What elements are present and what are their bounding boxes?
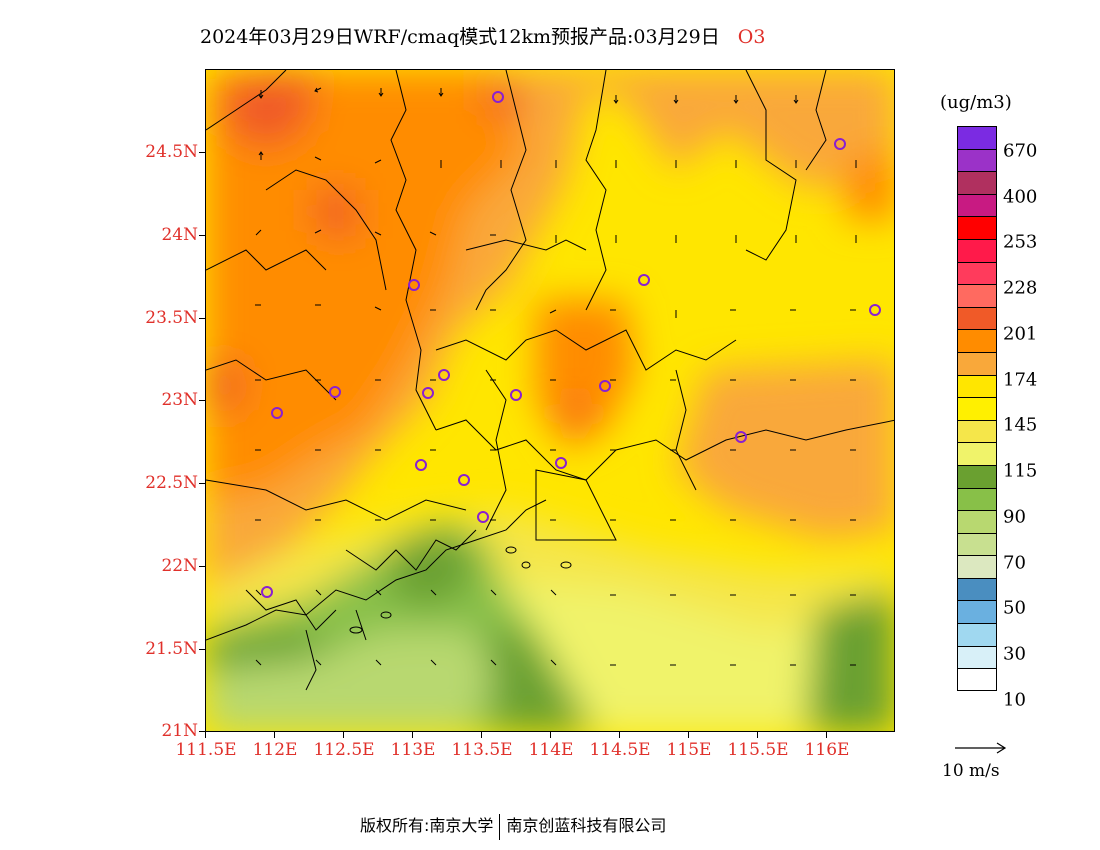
copyright-separator xyxy=(499,813,501,840)
legend-color-box xyxy=(957,216,997,239)
lat-tick xyxy=(199,649,205,650)
legend-label: 90 xyxy=(1003,506,1026,528)
lat-label: 21.5N xyxy=(145,639,198,659)
legend-color-box xyxy=(957,510,997,533)
lat-label: 23.5N xyxy=(145,308,198,328)
lat-tick xyxy=(199,152,205,153)
lon-tick xyxy=(757,732,758,738)
legend-label: 115 xyxy=(1003,460,1038,482)
lon-tick xyxy=(481,732,482,738)
lat-label: 22.5N xyxy=(145,473,198,493)
lon-tick xyxy=(205,732,206,738)
lon-tick xyxy=(412,732,413,738)
legend-label: 253 xyxy=(1003,231,1038,253)
lon-tick xyxy=(619,732,620,738)
copyright-left: 版权所有:南京大学 xyxy=(360,816,494,835)
legend-color-box xyxy=(957,668,997,691)
legend-color-box xyxy=(957,600,997,624)
reference-vector-label: 10 m/s xyxy=(942,761,1000,781)
lat-tick xyxy=(199,318,205,319)
legend-color-box xyxy=(957,351,997,375)
lon-label: 115E xyxy=(666,740,712,760)
legend-label: 30 xyxy=(1003,643,1026,665)
map-canvas xyxy=(206,70,894,731)
legend-color-box xyxy=(957,623,997,646)
legend-color-box xyxy=(957,306,997,330)
legend-color-box xyxy=(957,238,997,262)
lat-tick xyxy=(199,483,205,484)
ozone-concentration-map xyxy=(205,69,895,732)
lat-tick xyxy=(199,235,205,236)
lon-tick xyxy=(550,732,551,738)
lon-label: 113E xyxy=(390,740,436,760)
legend-color-box xyxy=(957,442,997,465)
lon-tick xyxy=(343,732,344,738)
legend-label: 228 xyxy=(1003,277,1038,299)
wind-vectors xyxy=(255,87,857,666)
legend-label: 201 xyxy=(1003,323,1038,345)
lat-tick xyxy=(199,566,205,567)
legend-color-box xyxy=(957,577,997,601)
legend-color-box xyxy=(957,148,997,172)
legend-color-box xyxy=(957,419,997,443)
lon-label: 112.5E xyxy=(313,740,375,760)
legend-color-box xyxy=(957,464,997,488)
legend-label: 10 xyxy=(1003,689,1026,711)
legend-color-box xyxy=(957,171,997,194)
legend-color-box xyxy=(957,397,997,420)
lat-label: 21N xyxy=(161,721,198,741)
legend-label: 145 xyxy=(1003,414,1038,436)
legend-label: 70 xyxy=(1003,552,1026,574)
lat-label: 24N xyxy=(161,225,198,245)
lon-label: 111.5E xyxy=(175,740,237,760)
copyright-footer: 版权所有:南京大学 南京创蓝科技有限公司 xyxy=(360,812,666,840)
legend-color-box xyxy=(957,261,997,285)
lon-label: 115.5E xyxy=(727,740,789,760)
lon-tick xyxy=(274,732,275,738)
legend-color-box xyxy=(957,645,997,669)
lon-label: 113.5E xyxy=(451,740,513,760)
legend-color-box xyxy=(957,555,997,578)
lat-tick xyxy=(199,731,205,732)
legend-color-box xyxy=(957,126,997,149)
coastline xyxy=(206,499,572,691)
lon-tick xyxy=(688,732,689,738)
legend-color-box xyxy=(957,487,997,511)
boundary-lines xyxy=(206,70,894,631)
lon-label: 112E xyxy=(252,740,298,760)
title-species: O3 xyxy=(737,26,766,48)
copyright-right: 南京创蓝科技有限公司 xyxy=(506,816,667,835)
legend-label: 400 xyxy=(1003,186,1038,208)
reference-vector-arrow xyxy=(955,742,1007,754)
lat-label: 23N xyxy=(161,390,198,410)
legend-label: 50 xyxy=(1003,597,1026,619)
lon-label: 114.5E xyxy=(589,740,651,760)
color-legend xyxy=(957,126,997,691)
chart-title: 2024年03月29日WRF/cmaq模式12km预报产品:03月29日 O3 xyxy=(200,22,890,49)
lat-label: 24.5N xyxy=(145,142,198,162)
monitoring-sites xyxy=(261,91,881,598)
lon-label: 114E xyxy=(528,740,574,760)
legend-color-box xyxy=(957,284,997,307)
lon-tick xyxy=(826,732,827,738)
legend-label: 174 xyxy=(1003,369,1038,391)
legend-unit: (ug/m3) xyxy=(940,92,1012,113)
legend-color-box xyxy=(957,532,997,556)
title-main: 2024年03月29日WRF/cmaq模式12km预报产品:03月29日 xyxy=(200,26,720,48)
legend-color-box xyxy=(957,193,997,217)
legend-color-box xyxy=(957,329,997,352)
lat-label: 22N xyxy=(161,556,198,576)
legend-label: 670 xyxy=(1003,140,1038,162)
legend-color-box xyxy=(957,374,997,398)
lat-tick xyxy=(199,400,205,401)
lon-label: 116E xyxy=(804,740,850,760)
